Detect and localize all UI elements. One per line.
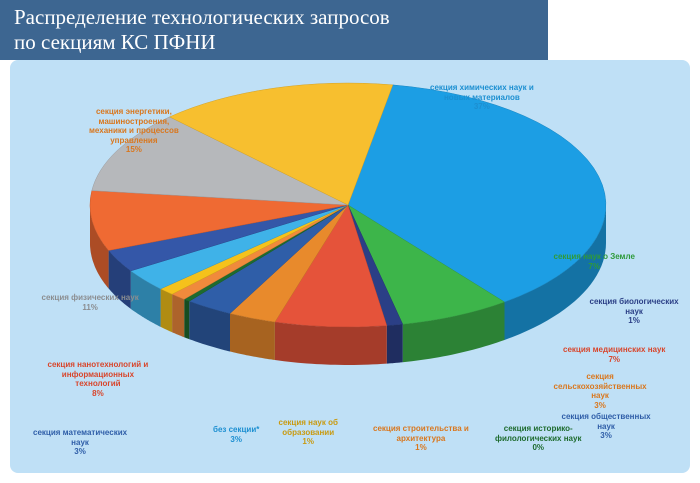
slice-label-3: секция медицинских наук 7%: [563, 345, 665, 364]
pie-slice-side-10: [108, 250, 131, 309]
slice-label-line: образовании: [282, 427, 335, 437]
slice-value-label: 15%: [125, 145, 142, 154]
slice-label-line: секция строительства и: [373, 424, 469, 433]
slice-label-4: секция сельскохозяйственных наук 3%: [554, 372, 647, 410]
slice-label-line: новых материалов: [443, 92, 520, 102]
pie-slice-1: [347, 204, 506, 325]
slice-label-line: секция историко-: [503, 424, 573, 433]
slice-label-line: механики и процессов: [89, 126, 179, 135]
slice-label-line: без секции*: [213, 425, 260, 434]
slice-label-line: управления: [110, 135, 158, 145]
slice-label-12: секция физических наук 11%: [42, 293, 139, 312]
slice-label-13: секция энергетики, машиностроения, механик…: [89, 107, 179, 155]
slice-value-label: 3%: [74, 447, 86, 456]
pie-slice-side-4: [230, 313, 275, 360]
slice-value-label: 3%: [230, 434, 242, 444]
pie-slice-side-9: [130, 270, 161, 327]
title-line-1: Распределение технологических запросов: [14, 5, 390, 29]
slice-label-7: секция строительства и архитектура 1%: [373, 424, 469, 453]
slice-label-line: секция наук о Земле: [553, 252, 635, 261]
pie-slice-side-8: [160, 288, 173, 333]
slice-value-label: 37%: [473, 102, 490, 111]
pie-slice-13: [168, 82, 394, 206]
title-bar: Распределение технологических запросов п…: [0, 0, 548, 60]
slice-label-line: наук: [625, 306, 643, 316]
slice-label-1: секция наук о Земле 7%: [554, 252, 635, 271]
pie-slice-0: [347, 84, 607, 303]
pie-slice-side-11: [90, 205, 109, 289]
pie-slice-12: [91, 116, 349, 206]
slice-label-line: информационных: [61, 369, 135, 379]
pie-slice-11: [89, 190, 349, 251]
pie-slice-side-5: [189, 301, 230, 352]
slice-label-line: технологий: [75, 379, 121, 388]
slice-label-2: секция биологических наук 1%: [590, 297, 679, 326]
slice-label-line: секция математических: [33, 428, 128, 437]
slice-label-0: секция химических наук и новых материалов…: [430, 83, 534, 112]
slice-label-line: филологических наук: [495, 433, 582, 443]
slice-label-5: секция общественных наук 3%: [562, 412, 651, 441]
slice-label-line: машиностроения,: [98, 116, 170, 126]
slice-label-line: наук: [71, 437, 89, 447]
slice-label-8: секция наук об образовании 1%: [279, 418, 338, 447]
slice-label-line: секция энергетики,: [95, 107, 172, 116]
slice-label-line: наук: [597, 421, 615, 431]
title-line-2: по секциям КС ПФНИ: [14, 30, 216, 54]
pie-slice-side-1: [402, 302, 505, 363]
slice-value-label: 1%: [628, 316, 640, 325]
slice-label-6: секция историко-филологических наук 0%: [495, 424, 581, 453]
slice-value-label: 11%: [82, 302, 98, 312]
slice-label-10: секция математических наук 3%: [33, 428, 127, 457]
slice-value-label: 3%: [594, 400, 606, 410]
slice-label-line: секция биологических: [589, 297, 679, 306]
slice-value-label: 0%: [532, 443, 545, 452]
slice-value-label: 7%: [608, 354, 620, 364]
pie-slice-side-0: [504, 205, 606, 340]
pie-slice-side-6: [184, 299, 190, 340]
slice-label-line: секция: [586, 372, 614, 381]
slice-label-11: секция нанотехнологий и информационных тех…: [48, 360, 149, 398]
slice-label-line: наук: [591, 391, 609, 400]
slice-value-label: 8%: [92, 388, 104, 398]
slice-label-line: архитектура: [396, 433, 446, 443]
slice-value-label: 1%: [415, 443, 427, 452]
pie-slice-side-3: [274, 322, 387, 365]
slice-label-9: без секции* 3%: [213, 425, 259, 444]
slice-label-line: секция химических наук и: [430, 83, 534, 92]
slice-label-line: секция нанотехнологий и: [47, 360, 149, 369]
slice-label-line: сельскохозяйственных: [553, 381, 647, 391]
slice-label-line: секция медицинских наук: [563, 345, 666, 354]
slice-label-line: секция физических наук: [41, 293, 139, 302]
pie-slice-side-7: [172, 294, 185, 338]
slice-value-label: 3%: [600, 431, 612, 440]
slice-value-label: 1%: [302, 437, 314, 446]
pie-slice-3: [274, 204, 388, 328]
slice-label-line: секция наук об: [278, 418, 338, 427]
slice-label-line: секция общественных: [561, 412, 651, 421]
pie-slice-side-2: [386, 324, 403, 364]
slice-value-label: 7%: [588, 261, 600, 271]
